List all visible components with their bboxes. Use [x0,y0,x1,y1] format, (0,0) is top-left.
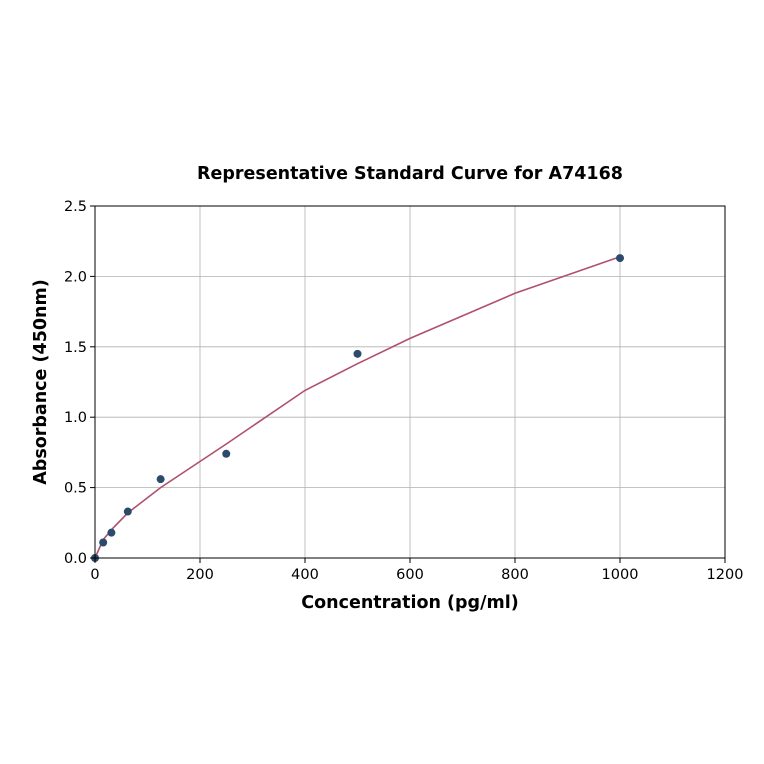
x-tick-label: 400 [291,567,319,583]
y-tick-label: 2.0 [64,269,87,285]
x-tick-label: 800 [501,567,529,583]
y-tick-label: 1.5 [64,340,87,356]
chart-title: Representative Standard Curve for A74168 [197,164,623,184]
grid [94,205,726,559]
x-tick-label: 0 [90,567,99,583]
x-axis-label: Concentration (pg/ml) [301,593,518,613]
data-point [107,528,116,537]
data-point [616,254,624,263]
x-tick-label: 200 [186,567,214,583]
y-tick-label: 0.5 [64,481,87,497]
data-point [99,538,108,547]
fit-curve [94,255,621,559]
y-tick-label: 0.0 [64,551,87,567]
data-points [91,254,624,562]
y-tick-label: 1.0 [64,410,87,426]
data-point [123,507,132,516]
y-axis-label: Absorbance (450nm) [31,279,51,485]
y-axis-ticks: 0.0 0.5 1.0 1.5 2.0 2.5 [64,199,95,567]
x-tick-label: 600 [396,567,424,583]
data-point [353,349,362,358]
data-point [222,449,231,458]
x-tick-label: 1000 [602,567,639,583]
data-point [156,475,165,484]
x-axis-ticks: 0 200 400 600 800 1000 1200 [90,558,743,583]
x-tick-label: 1200 [707,567,744,583]
y-tick-label: 2.5 [64,199,87,215]
